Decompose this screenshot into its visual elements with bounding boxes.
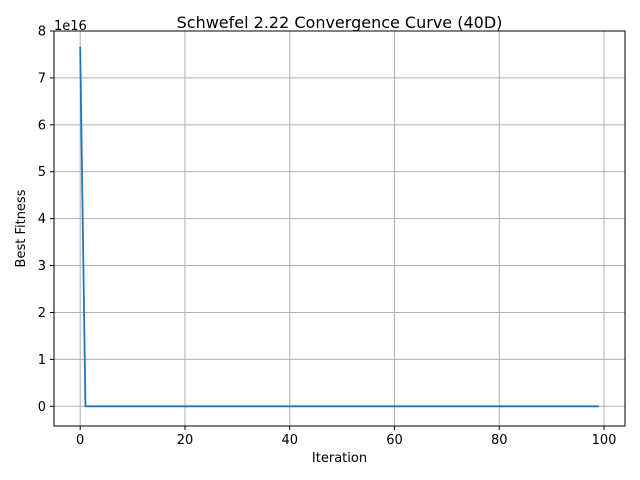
x-tick-label: 80	[491, 433, 508, 448]
y-tick-label: 1	[38, 353, 46, 368]
x-axis-ticks: 0 20 40 60 80 100	[76, 426, 616, 448]
y-tick-label: 6	[38, 118, 46, 133]
series-layer	[79, 46, 599, 408]
x-tick-label: 100	[592, 433, 617, 448]
x-axis-title: Iteration	[312, 451, 367, 466]
y-tick-label: 4	[38, 212, 46, 227]
plot-area-frame	[53, 30, 626, 427]
y-axis-ticks: 0 1 2 3 4 5 6 7 8	[38, 25, 54, 415]
x-tick-label: 0	[76, 433, 84, 448]
best-fitness-line	[79, 46, 599, 408]
y-tick-label: 0	[38, 400, 46, 415]
grid	[54, 30, 625, 426]
x-tick-label: 40	[281, 433, 298, 448]
y-tick-label: 8	[38, 25, 46, 40]
y-axis-offset-label: 1e16	[54, 19, 87, 34]
y-tick-label: 2	[38, 306, 46, 321]
x-tick-label: 20	[177, 433, 194, 448]
chart-title: Schwefel 2.22 Convergence Curve (40D)	[177, 13, 503, 32]
y-tick-label: 7	[38, 71, 46, 86]
x-tick-label: 60	[386, 433, 403, 448]
y-tick-label: 5	[38, 165, 46, 180]
y-axis-title: Best Fitness	[14, 189, 29, 267]
y-tick-label: 3	[38, 259, 46, 274]
